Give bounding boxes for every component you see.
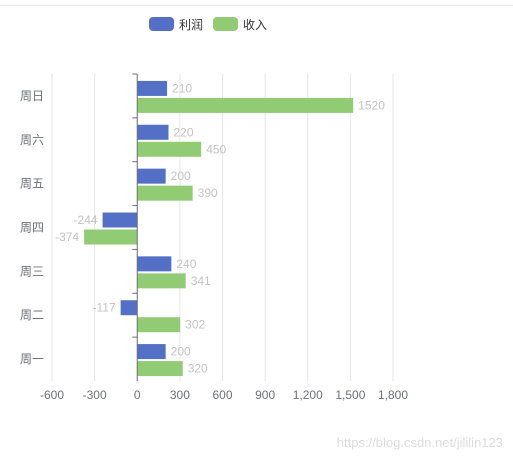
data-label: -244 [74, 213, 98, 227]
bar-profit [137, 124, 169, 140]
bar-profit [137, 168, 166, 184]
x-tick-label: 1,500 [335, 388, 365, 402]
data-label: 390 [198, 186, 218, 200]
y-category-label: 周一 [20, 352, 44, 366]
x-tick-label: 900 [255, 388, 275, 402]
data-label: 220 [174, 125, 194, 139]
y-category-label: 周日 [20, 89, 44, 103]
y-category-label: 周五 [20, 177, 44, 191]
data-label: 200 [171, 345, 191, 359]
y-category-label: 周四 [20, 221, 44, 235]
legend-swatch [213, 17, 238, 31]
data-label: 320 [188, 362, 208, 376]
y-category-label: 周三 [20, 264, 44, 278]
legend-label: 利润 [179, 18, 203, 32]
x-tick-label: 600 [212, 388, 232, 402]
data-label: -117 [92, 301, 115, 315]
data-label: 240 [176, 257, 196, 271]
x-tick-label: 300 [170, 388, 190, 402]
data-label: 341 [191, 274, 211, 288]
top-divider [0, 5, 513, 6]
bar-profit [137, 344, 166, 360]
bar-income [137, 97, 354, 113]
bar-profit [137, 80, 168, 96]
bar-income [84, 229, 138, 245]
data-label: 302 [185, 318, 205, 332]
bar-income [137, 273, 186, 289]
x-tick-label: -600 [40, 388, 64, 402]
legend-swatch [149, 17, 174, 31]
bar-income [137, 185, 193, 201]
data-label: 200 [171, 169, 191, 183]
data-label: 210 [172, 81, 192, 95]
y-category-label: 周六 [20, 133, 44, 147]
data-label: 450 [206, 142, 226, 156]
bar-profit [137, 256, 172, 272]
x-tick-label: -300 [83, 388, 107, 402]
legend-label: 收入 [243, 18, 267, 32]
x-tick-label: 1,200 [293, 388, 323, 402]
watermark: https://blog.csdn.net/jililin123 [336, 435, 503, 450]
bar-income [137, 141, 202, 157]
bar-income [137, 317, 181, 333]
x-tick-label: 1,800 [378, 388, 408, 402]
x-tick-label: 0 [134, 388, 141, 402]
bar-income [137, 361, 183, 377]
bar-profit [120, 300, 138, 316]
y-category-label: 周二 [20, 308, 44, 322]
data-label: -374 [55, 230, 79, 244]
data-label: 1520 [358, 98, 385, 112]
bar-profit [102, 212, 138, 228]
